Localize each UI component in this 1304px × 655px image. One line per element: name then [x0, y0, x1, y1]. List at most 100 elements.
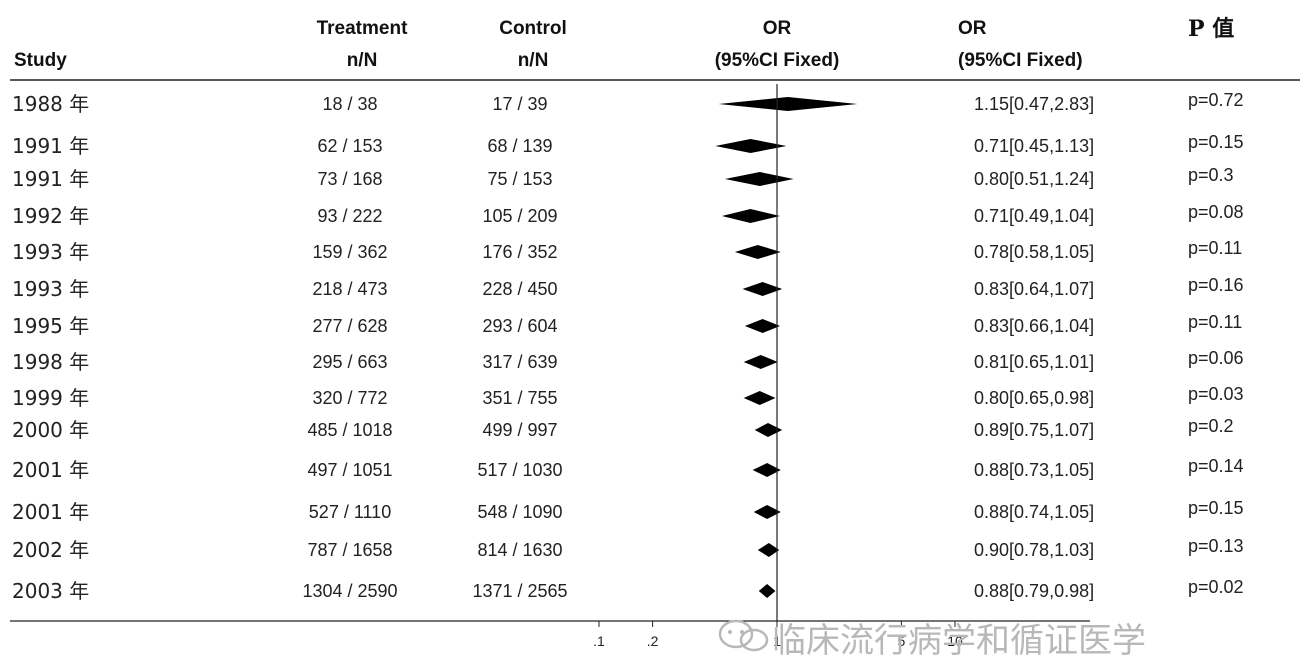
or-ci-label: 0.90[0.78,1.03]	[974, 540, 1094, 560]
table-row: 1992 年 93 / 222 105 / 209 0.71[0.49,1.04] p=…	[12, 202, 1244, 228]
x-tick-label: .1	[593, 633, 605, 649]
or-ci-label: 0.80[0.65,0.98]	[974, 388, 1094, 408]
treatment-nN: 18 / 38	[322, 94, 377, 114]
table-row: 2002 年 787 / 1658 814 / 1630 0.90[0.78,1.03…	[12, 536, 1244, 562]
treatment-nN: 218 / 473	[312, 279, 387, 299]
or-ci-marker	[718, 97, 858, 111]
or-ci-label: 1.15[0.47,2.83]	[974, 94, 1094, 114]
x-tick-label: 10	[947, 633, 963, 649]
table-row: 1993 年 159 / 362 176 / 352 0.78[0.58,1.05] p…	[12, 238, 1242, 264]
p-value: p=0.03	[1188, 384, 1244, 404]
treatment-nN: 787 / 1658	[307, 540, 392, 560]
header-control-nN: n/N	[518, 50, 549, 71]
study-rows: 1988 年 18 / 38 17 / 39 1.15[0.47,2.83] p=0.7…	[12, 90, 1244, 603]
p-value: p=0.14	[1188, 456, 1244, 476]
p-value: p=0.2	[1188, 416, 1234, 436]
or-ci-marker	[721, 209, 781, 223]
header-treatment: Treatment	[317, 18, 408, 39]
p-value: p=0.72	[1188, 90, 1244, 110]
control-nN: 68 / 139	[487, 136, 552, 156]
or-ci-label: 0.80[0.51,1.24]	[974, 169, 1094, 189]
p-value: p=0.16	[1188, 275, 1244, 295]
treatment-nN: 93 / 222	[317, 206, 382, 226]
header-or-text: OR	[958, 18, 987, 39]
or-ci-marker	[743, 355, 778, 369]
header-or-plot-ci: (95%CI Fixed)	[715, 50, 840, 71]
table-row: 1999 年 320 / 772 351 / 755 0.80[0.65,0.98] p…	[12, 384, 1244, 410]
treatment-nN: 73 / 168	[317, 169, 382, 189]
p-value: p=0.15	[1188, 132, 1244, 152]
control-nN: 293 / 604	[482, 316, 557, 336]
p-value: p=0.3	[1188, 165, 1234, 185]
or-ci-label: 0.83[0.66,1.04]	[974, 316, 1094, 336]
study-label: 1995 年	[12, 314, 89, 338]
table-row: 1991 年 73 / 168 75 / 153 0.80[0.51,1.24] p=0…	[12, 165, 1234, 191]
study-label: 1988 年	[12, 92, 89, 116]
study-label: 1998 年	[12, 350, 89, 374]
or-ci-label: 0.71[0.45,1.13]	[974, 136, 1094, 156]
treatment-nN: 485 / 1018	[307, 420, 392, 440]
p-value: p=0.06	[1188, 348, 1244, 368]
table-row: 2001 年 527 / 1110 548 / 1090 0.88[0.74,1.05…	[12, 498, 1244, 524]
or-ci-label: 0.71[0.49,1.04]	[974, 206, 1094, 226]
table-row: 1991 年 62 / 153 68 / 139 0.71[0.45,1.13] p=0…	[12, 132, 1244, 158]
treatment-nN: 295 / 663	[312, 352, 387, 372]
table-row: 1995 年 277 / 628 293 / 604 0.83[0.66,1.04] p…	[12, 312, 1242, 338]
or-ci-label: 0.88[0.73,1.05]	[974, 460, 1094, 480]
study-label: 2001 年	[12, 458, 89, 482]
table-header: Study Treatment n/N Control n/N OR (95%C…	[14, 16, 1234, 71]
study-label: 1993 年	[12, 240, 89, 264]
wechat-icon	[718, 619, 769, 652]
p-value: p=0.11	[1188, 312, 1242, 332]
study-label: 1991 年	[12, 167, 89, 191]
control-nN: 1371 / 2565	[472, 581, 567, 601]
table-row: 1988 年 18 / 38 17 / 39 1.15[0.47,2.83] p=0.7…	[12, 90, 1244, 116]
or-ci-marker	[715, 139, 787, 153]
header-treatment-nN: n/N	[347, 50, 378, 71]
treatment-nN: 62 / 153	[317, 136, 382, 156]
x-tick-label: 5	[898, 633, 906, 649]
control-nN: 814 / 1630	[477, 540, 562, 560]
treatment-nN: 159 / 362	[312, 242, 387, 262]
study-label: 1992 年	[12, 204, 89, 228]
treatment-nN: 497 / 1051	[307, 460, 392, 480]
table-row: 2000 年 485 / 1018 499 / 997 0.89[0.75,1.07]…	[12, 416, 1234, 442]
treatment-nN: 1304 / 2590	[302, 581, 397, 601]
p-value: p=0.08	[1188, 202, 1244, 222]
or-ci-label: 0.83[0.64,1.07]	[974, 279, 1094, 299]
table-row: 2003 年 1304 / 2590 1371 / 2565 0.88[0.79,0.…	[12, 577, 1244, 603]
control-nN: 351 / 755	[482, 388, 557, 408]
p-value: p=0.13	[1188, 536, 1244, 556]
p-value: p=0.02	[1188, 577, 1244, 597]
header-p-value: P 值	[1188, 16, 1234, 42]
x-axis: .1 .2 1 5 10	[10, 84, 1090, 649]
watermark-text: 临床流行病学和循证医学	[772, 621, 1146, 655]
treatment-nN: 320 / 772	[312, 388, 387, 408]
or-ci-marker	[744, 319, 781, 333]
or-ci-marker	[752, 463, 781, 477]
control-nN: 548 / 1090	[477, 502, 562, 522]
header-study: Study	[14, 50, 67, 71]
or-ci-marker	[753, 505, 781, 519]
study-label: 2001 年	[12, 500, 89, 524]
watermark: 临床流行病学和循证医学	[718, 619, 1146, 655]
study-label: 2002 年	[12, 538, 89, 562]
control-nN: 228 / 450	[482, 279, 557, 299]
or-ci-label: 0.88[0.79,0.98]	[974, 581, 1094, 601]
p-value: p=0.11	[1188, 238, 1242, 258]
or-ci-marker	[724, 172, 794, 186]
or-ci-label: 0.81[0.65,1.01]	[974, 352, 1094, 372]
table-row: 1998 年 295 / 663 317 / 639 0.81[0.65,1.01] p…	[12, 348, 1244, 374]
study-label: 1991 年	[12, 134, 89, 158]
x-tick-label: 1	[773, 633, 781, 649]
or-ci-marker	[754, 423, 783, 437]
x-tick-label: .2	[647, 633, 659, 649]
control-nN: 17 / 39	[492, 94, 547, 114]
control-nN: 317 / 639	[482, 352, 557, 372]
p-value: p=0.15	[1188, 498, 1244, 518]
or-ci-marker	[742, 282, 783, 296]
header-or-plot: OR	[763, 18, 792, 39]
control-nN: 105 / 209	[482, 206, 557, 226]
or-ci-marker	[734, 245, 781, 259]
treatment-nN: 277 / 628	[312, 316, 387, 336]
